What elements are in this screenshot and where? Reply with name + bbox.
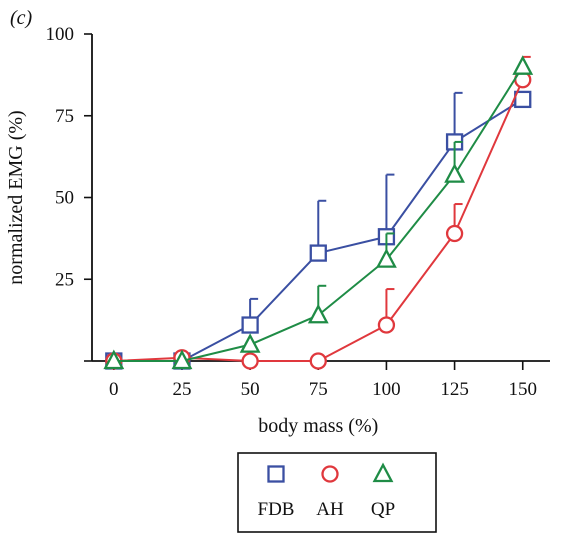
series-fdb (105, 90, 532, 370)
data-point (377, 316, 396, 334)
data-point (171, 349, 193, 370)
x-tick-label: 150 (508, 379, 537, 400)
y-tick-label: 100 (46, 24, 75, 45)
series-qp (103, 55, 534, 370)
panel-label: (c) (10, 7, 33, 29)
legend-box (237, 452, 437, 533)
data-point (241, 316, 259, 334)
data-point (309, 352, 327, 370)
y-ticks: 25 50 75 100 (46, 24, 92, 362)
data-point (103, 349, 125, 370)
data-point (239, 333, 261, 353)
y-tick-label: 50 (55, 188, 74, 209)
x-tick-label: 50 (241, 379, 260, 400)
legend: FDB AH QP (237, 452, 437, 533)
data-point (512, 55, 534, 75)
legend-marker (267, 465, 285, 483)
legend-marker (372, 462, 394, 483)
x-ticks: 0 25 50 75 100 125 150 (109, 361, 537, 400)
x-tick-label: 75 (309, 379, 328, 400)
data-point (309, 244, 327, 262)
legend-marker (321, 465, 339, 483)
series-layer (103, 55, 534, 370)
legend-label: FDB (258, 499, 295, 520)
y-tick-label: 25 (55, 269, 74, 290)
data-point (241, 352, 259, 370)
data-point (376, 248, 397, 268)
x-tick-label: 0 (109, 379, 119, 400)
data-point (307, 303, 329, 324)
y-axis-label: normalized EMG (%) (5, 110, 27, 284)
x-axis-label: body mass (%) (258, 415, 378, 437)
x-tick-label: 100 (372, 379, 401, 400)
y-tick-label: 75 (55, 106, 74, 127)
data-point (445, 224, 464, 243)
data-point (444, 163, 465, 183)
legend-label: AH (316, 499, 344, 520)
x-tick-label: 125 (440, 379, 469, 400)
data-point (514, 90, 532, 109)
legend-label: QP (371, 499, 395, 520)
x-tick-label: 25 (172, 379, 191, 400)
